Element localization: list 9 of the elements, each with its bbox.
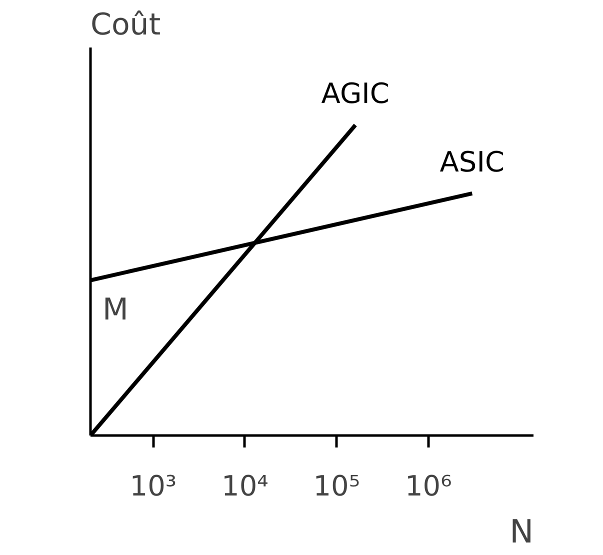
- x-tick-label: 10³: [130, 470, 177, 502]
- series-label: AGIC: [321, 77, 390, 110]
- annotation: M: [102, 292, 128, 328]
- x-tick-label: 10⁶: [404, 470, 452, 502]
- x-tick-label: 10⁵: [313, 470, 360, 502]
- series-label: ASIC: [440, 145, 505, 178]
- y-axis-title: Coût: [90, 8, 161, 42]
- x-axis-title: N: [510, 512, 534, 550]
- x-tick-label: 10⁴: [222, 470, 268, 502]
